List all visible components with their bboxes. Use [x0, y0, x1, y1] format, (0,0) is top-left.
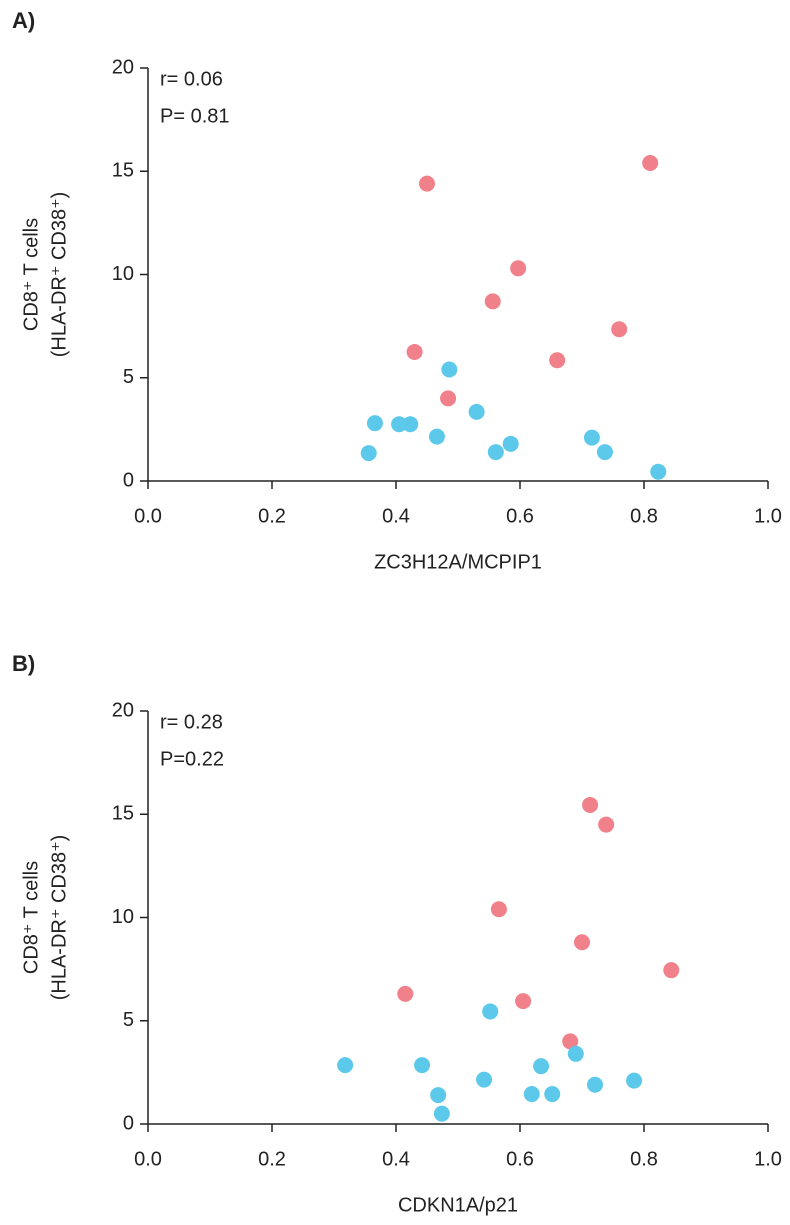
- x-tick-label: 0.2: [258, 505, 286, 527]
- y-tick-label: 15: [112, 803, 134, 825]
- point: [490, 901, 507, 918]
- point: [502, 435, 519, 452]
- x-tick-label: 0.8: [630, 1148, 658, 1170]
- point: [663, 962, 680, 979]
- x-tick-label: 0.2: [258, 1148, 286, 1170]
- point: [583, 429, 600, 446]
- point: [533, 1058, 550, 1075]
- point: [574, 934, 590, 951]
- panel-label: B): [12, 651, 35, 676]
- point: [402, 416, 419, 433]
- y-axis-label: (HLA-DR⁺ CD38⁺): [48, 192, 70, 358]
- point: [440, 390, 457, 407]
- point: [428, 428, 445, 445]
- y-tick-label: 20: [112, 56, 134, 78]
- point: [484, 293, 501, 310]
- x-tick-label: 1.0: [754, 1148, 782, 1170]
- annotation: P= 0.81: [160, 105, 230, 127]
- panel-label: A): [12, 8, 35, 33]
- point: [487, 444, 504, 461]
- y-tick-label: 0: [123, 1112, 134, 1134]
- point: [441, 361, 458, 378]
- point: [596, 444, 613, 461]
- point: [430, 1087, 447, 1104]
- x-tick-label: 0.0: [134, 1148, 162, 1170]
- point: [397, 985, 414, 1002]
- point: [523, 1086, 540, 1103]
- point: [414, 1057, 431, 1074]
- x-tick-label: 0.6: [506, 1148, 534, 1170]
- y-tick-label: 5: [123, 1009, 134, 1031]
- x-tick-label: 1.0: [754, 505, 782, 527]
- x-tick-label: 0.4: [382, 505, 410, 527]
- annotation: r= 0.06: [160, 68, 223, 90]
- point: [611, 321, 628, 338]
- y-axis-label: CD8⁺ T cells: [20, 861, 42, 974]
- y-tick-label: 15: [112, 160, 134, 182]
- x-axis-label: CDKN1A/p21: [398, 1194, 518, 1216]
- point: [549, 352, 566, 369]
- point: [587, 1076, 604, 1093]
- x-axis-label: ZC3H12A/MCPIP1: [374, 551, 542, 573]
- point: [360, 445, 377, 462]
- point: [419, 175, 435, 192]
- point: [515, 993, 532, 1010]
- y-tick-label: 10: [112, 906, 134, 928]
- y-tick-label: 20: [112, 699, 134, 721]
- x-tick-label: 0.0: [134, 505, 162, 527]
- point: [433, 1105, 450, 1122]
- point: [562, 1033, 579, 1050]
- x-tick-label: 0.4: [382, 1148, 410, 1170]
- y-tick-label: 10: [112, 263, 134, 285]
- point: [468, 403, 485, 420]
- y-tick-label: 0: [123, 469, 134, 491]
- point: [642, 154, 659, 171]
- point: [406, 343, 423, 360]
- point: [337, 1057, 354, 1074]
- point: [510, 260, 527, 277]
- annotation: P=0.22: [160, 748, 224, 770]
- y-axis-label: CD8⁺ T cells: [20, 218, 42, 331]
- point: [582, 796, 599, 813]
- point: [482, 1003, 499, 1020]
- point: [598, 816, 615, 833]
- x-tick-label: 0.8: [630, 505, 658, 527]
- point: [567, 1045, 584, 1062]
- y-tick-label: 5: [123, 366, 134, 388]
- annotation: r= 0.28: [160, 711, 223, 733]
- point: [391, 416, 408, 433]
- y-axis-label: (HLA-DR⁺ CD38⁺): [48, 835, 70, 1001]
- x-tick-label: 0.6: [506, 505, 534, 527]
- point: [626, 1072, 643, 1089]
- point: [650, 463, 667, 480]
- point: [476, 1071, 493, 1088]
- point: [544, 1086, 561, 1103]
- point: [366, 415, 383, 432]
